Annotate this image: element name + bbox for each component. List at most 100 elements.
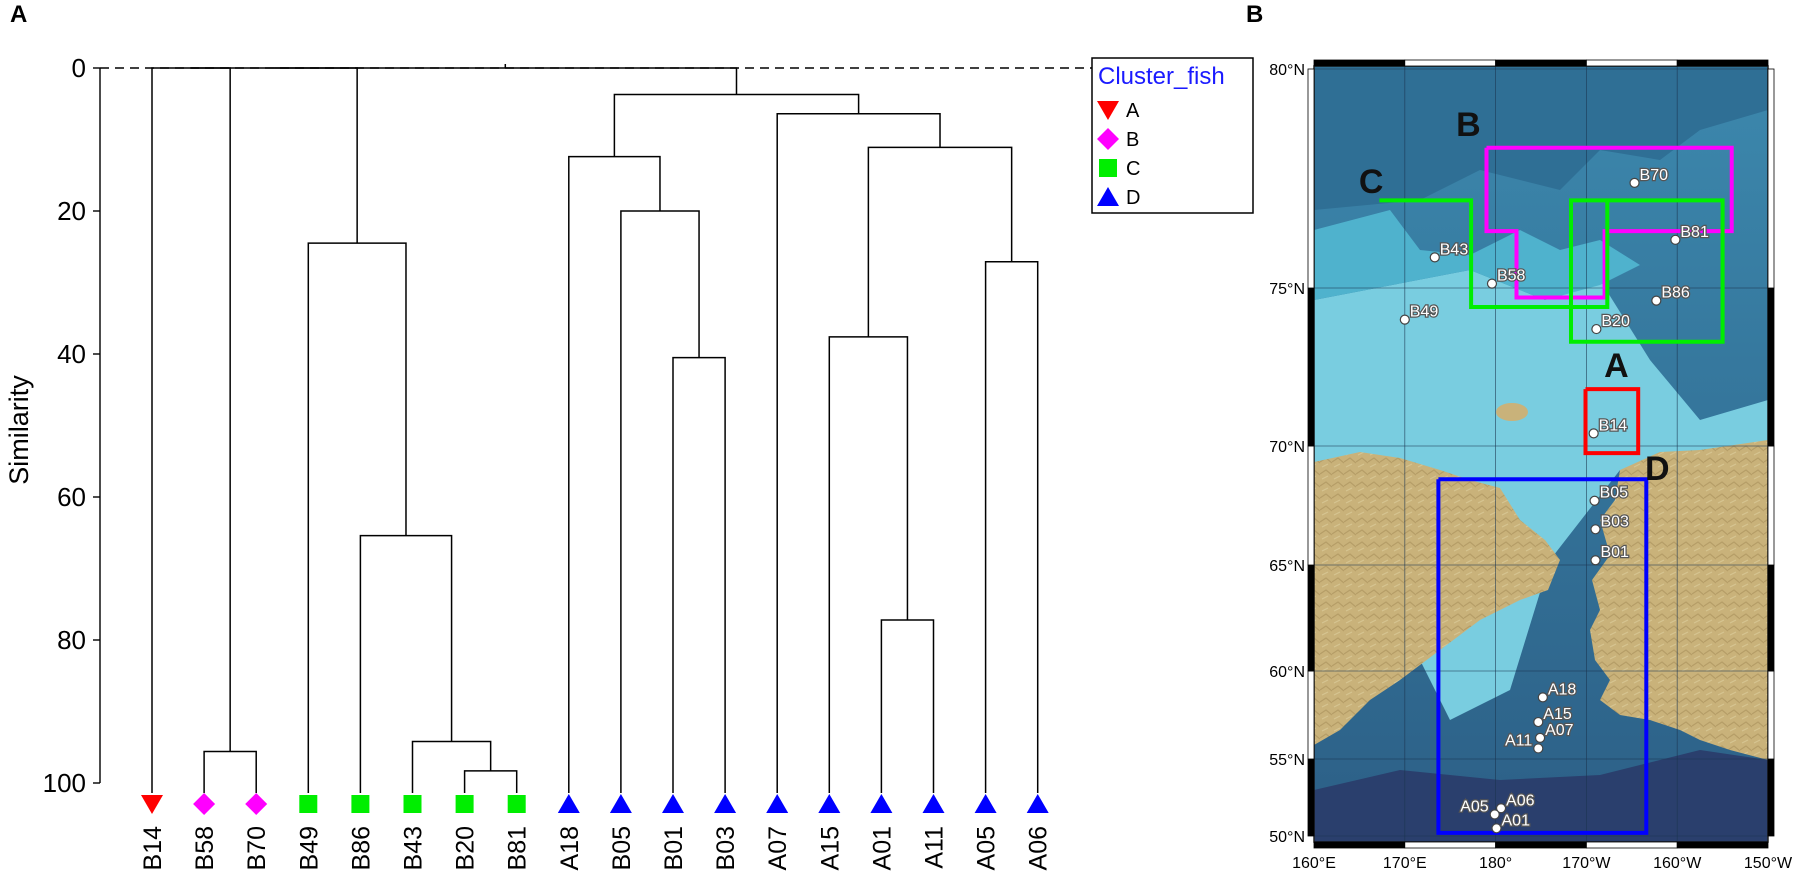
legend-marker-b (1097, 128, 1119, 150)
dendrogram-branch (776, 113, 941, 793)
y-tick-label: 20 (57, 196, 86, 226)
border-segment-left (1307, 564, 1315, 672)
region-box-b (1484, 145, 1734, 300)
leaf-label-b05: B05 (608, 826, 636, 870)
region-box-d (1436, 477, 1649, 835)
legend-frame (1091, 57, 1254, 214)
map-y-tick-label: 80°N (1269, 62, 1305, 79)
station-marker-b20 (1591, 323, 1602, 335)
border-segment-right (1767, 564, 1775, 672)
y-tick-label: 60 (57, 482, 86, 512)
y-tick-label: 40 (57, 339, 86, 369)
border-segment-bottom (1586, 841, 1678, 849)
y-tick-label: 80 (57, 625, 86, 655)
leaf-markers (141, 793, 1049, 815)
legend-label-c: C (1126, 158, 1140, 180)
map-x-tick-label: 150°W (1744, 855, 1793, 872)
station-marker-a05 (1489, 809, 1500, 820)
region-label-a: A (1604, 347, 1629, 385)
legend-title: Cluster_fish (1098, 63, 1225, 90)
arctic-basin (1314, 66, 1768, 210)
leaf-marker-a15 (818, 794, 841, 813)
region-label-d: D (1645, 450, 1670, 488)
region-boxes: A B C D (1359, 106, 1734, 835)
dendrogram-branch (463, 770, 518, 793)
station-marker-b58 (1486, 278, 1498, 289)
station-label-a07: A07 (1545, 722, 1574, 739)
legend-label-d: D (1126, 187, 1140, 209)
station-marker-b05 (1589, 495, 1600, 506)
leaf-marker-b01 (662, 794, 684, 813)
leaf-label-a01: A01 (868, 826, 896, 870)
station-label-a01: A01 (1502, 812, 1531, 829)
border-segment-bottom (1313, 841, 1406, 849)
leaf-labels: B14 B58 B70 B49 B86 B43 B20 B81 A18 B05 B01 B03 A07 A… (139, 826, 1053, 871)
leaf-marker-b43 (403, 795, 422, 813)
dendrogram-branch (672, 356, 726, 793)
leaf-label-b01: B01 (660, 826, 688, 870)
dendrogram-branches (151, 64, 1039, 793)
border-segment-left (1307, 287, 1315, 447)
dendrogram-branch (880, 619, 935, 793)
dendrogram-branch (411, 740, 492, 793)
leaf-marker-b05 (609, 794, 632, 813)
y-tick-label: 0 (72, 53, 86, 83)
map-x-tick-label: 170°E (1383, 855, 1427, 872)
map-y-tick-label: 65°N (1269, 558, 1305, 575)
leaf-label-a18: A18 (556, 826, 584, 870)
leaf-label-b86: B86 (347, 826, 375, 870)
y-tick-label: 100 (43, 768, 86, 798)
stations: B70B81B43B58B86B49B20B14B05B03B01A18A15A… (1399, 166, 1710, 834)
legend-label-a: A (1126, 100, 1140, 122)
dendrogram-branch (191, 67, 358, 244)
panel-b-label: B (1246, 1, 1263, 28)
legend-marker-d (1097, 187, 1119, 206)
legend-marker-a (1097, 101, 1119, 120)
border-segment-top (1313, 59, 1406, 67)
leaf-label-b14: B14 (139, 826, 167, 871)
dendrogram-branch (828, 336, 909, 793)
legend-marker-c (1099, 159, 1117, 177)
border-segment-top (1404, 59, 1497, 67)
map-x-tick-label: 180° (1479, 855, 1512, 872)
border-segment-right (1767, 68, 1775, 289)
station-label-b49: B49 (1410, 304, 1439, 321)
leaf-marker-b86 (351, 795, 370, 813)
border-segment-top (1676, 59, 1769, 67)
map-y-tick-label: 55°N (1269, 752, 1305, 769)
dendrogram-branch (867, 146, 1013, 337)
y-axis-label: Similarity (4, 375, 34, 485)
station-label-b70: B70 (1640, 167, 1669, 184)
leaf-label-b43: B43 (400, 826, 428, 870)
leaf-label-b81: B81 (504, 826, 532, 870)
border-segment-right (1767, 287, 1775, 447)
border-segment-right (1767, 670, 1775, 760)
map-tick-labels: 160°E 170°E 180° 170°W 160°W 150°W 50°N 55°N 60°… (1269, 62, 1793, 872)
leaf-marker-b49 (299, 795, 318, 813)
aleutian-trench (1314, 750, 1768, 842)
station-marker-b03 (1590, 524, 1601, 535)
region-box-c (1379, 198, 1725, 344)
land-alaska (1590, 440, 1768, 760)
station-marker-a07 (1534, 732, 1546, 743)
station-label-a06: A06 (1506, 792, 1535, 809)
leaf-marker-b58 (193, 793, 216, 815)
map-y-tick-label: 70°N (1269, 439, 1305, 456)
dendrogram-branch (613, 93, 860, 157)
station-marker-a18 (1537, 692, 1548, 703)
leaf-marker-b03 (714, 794, 737, 813)
dendrogram-branch (274, 67, 738, 95)
border-segment-left (1307, 670, 1315, 760)
station-marker-b70 (1629, 177, 1640, 188)
border-segment-right (1767, 445, 1775, 566)
station-label-b05: B05 (1600, 485, 1629, 502)
station-label-b01: B01 (1600, 544, 1629, 561)
leaf-label-b70: B70 (243, 826, 271, 870)
station-marker-a15 (1533, 716, 1544, 728)
region-label-c: C (1359, 163, 1384, 201)
station-label-b43: B43 (1440, 241, 1469, 258)
dendrogram-branch (151, 67, 231, 793)
